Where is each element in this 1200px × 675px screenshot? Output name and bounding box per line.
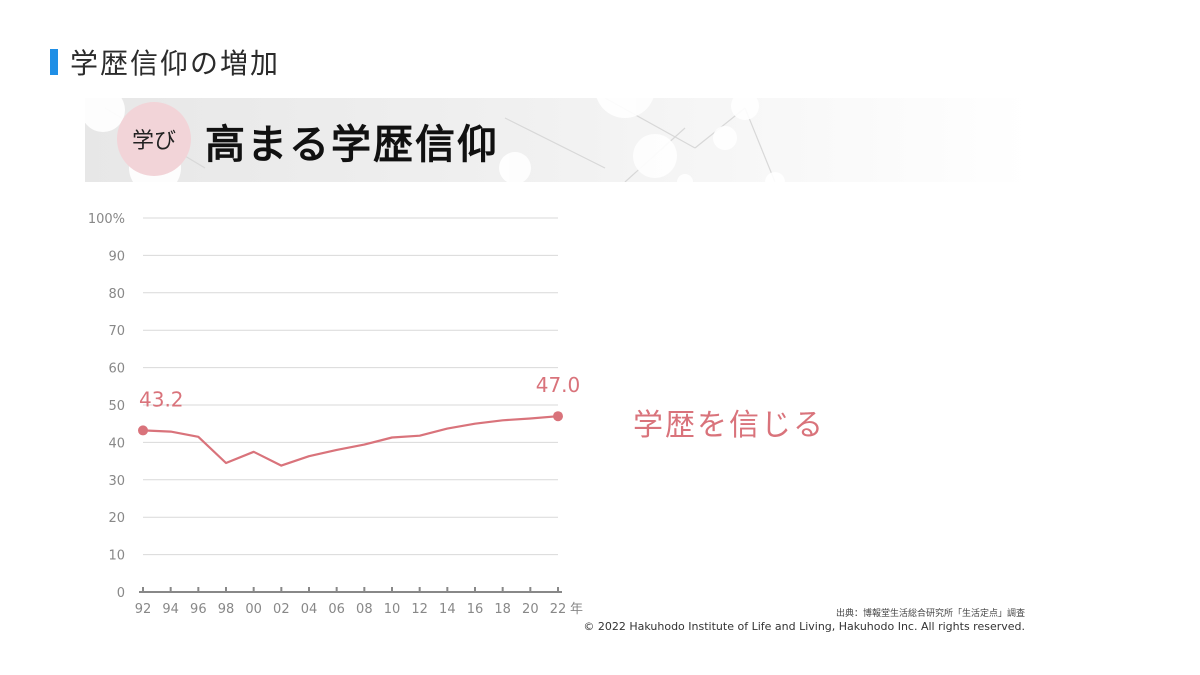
x-tick-label: 94: [162, 602, 179, 617]
y-tick-label: 60: [108, 362, 125, 377]
data-point: [138, 425, 148, 436]
y-tick-label: 90: [108, 249, 125, 264]
data-label: 47.0: [536, 373, 581, 397]
y-tick-label: 0: [117, 586, 125, 601]
y-tick-label: 70: [108, 324, 125, 339]
x-tick-label: 20: [522, 602, 539, 617]
copyright-note: © 2022 Hakuhodo Institute of Life and Li…: [583, 620, 1025, 633]
x-tick-label: 10: [384, 602, 401, 617]
title-accent-bar: [50, 49, 58, 75]
x-tick-label: 04: [301, 602, 318, 617]
x-tick-label: 16: [467, 602, 484, 617]
slide-title-text: 学歴信仰の増加: [70, 47, 281, 80]
y-tick-label: 10: [108, 549, 125, 564]
y-tick-label: 30: [108, 474, 125, 489]
banner-molecule-background: [85, 98, 785, 182]
x-tick-label: 00: [245, 602, 262, 617]
y-tick-label: 20: [108, 511, 125, 526]
y-tick-label: 50: [108, 399, 125, 414]
banner-badge: 学び: [117, 102, 191, 176]
data-point: [553, 411, 563, 422]
x-tick-label: 92: [135, 602, 152, 617]
source-note: 出典：博報堂生活総合研究所「生活定点」調査: [835, 609, 1025, 619]
x-tick-label: 18: [494, 602, 511, 617]
y-tick-label: 40: [108, 436, 125, 451]
x-tick-label: 06: [328, 602, 345, 617]
section-banner: 学び 高まる学歴信仰: [85, 98, 1030, 182]
x-tick-label: 08: [356, 602, 373, 617]
y-tick-label: 100%: [88, 212, 125, 227]
x-tick-label: 22: [550, 602, 567, 617]
x-tick-label: 02: [273, 602, 290, 617]
x-tick-label: 14: [439, 602, 456, 617]
data-label: 43.2: [139, 387, 184, 411]
series-label: 学歴を信じる: [633, 408, 825, 443]
slide-title: 学歴信仰の増加: [50, 44, 280, 80]
series-line: [142, 415, 559, 467]
x-unit-label: 年: [570, 602, 583, 617]
x-tick-label: 98: [218, 602, 235, 617]
y-tick-label: 80: [108, 287, 125, 302]
x-tick-label: 12: [411, 602, 428, 617]
banner-title: 高まる学歴信仰: [205, 122, 499, 168]
x-tick-label: 96: [190, 602, 207, 617]
